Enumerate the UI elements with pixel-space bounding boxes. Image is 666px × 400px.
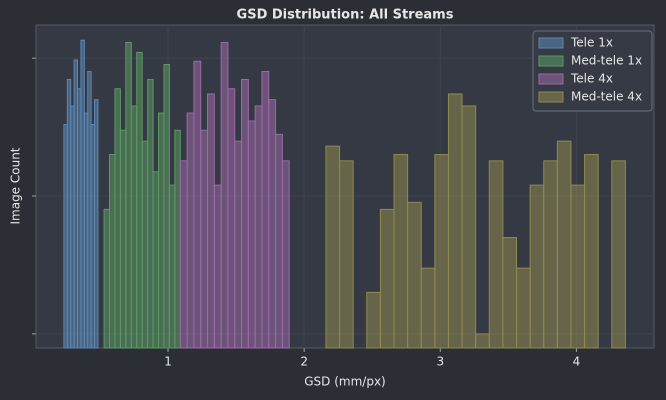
histogram-bar: [125, 41, 132, 349]
histogram-bar: [179, 160, 188, 349]
chart-title: GSD Distribution: All Streams: [237, 8, 454, 23]
legend-box: [532, 30, 653, 112]
histogram-bar: [73, 59, 79, 349]
histogram-bar: [584, 154, 599, 349]
histogram-bar: [366, 291, 381, 349]
histogram-bar: [147, 79, 154, 349]
legend-swatch: [538, 37, 564, 49]
x-tick-label: 4: [573, 355, 581, 369]
histogram-bar: [114, 88, 121, 349]
histogram-bar: [570, 184, 586, 349]
x-tick-label: 2: [300, 355, 308, 369]
histogram-bar: [325, 145, 341, 349]
histogram-bar: [234, 140, 243, 349]
histogram-bar: [193, 60, 202, 349]
histogram-bar: [543, 160, 558, 349]
histogram-bar: [94, 99, 99, 349]
histogram-bar: [379, 208, 395, 349]
histogram-bar: [502, 237, 518, 349]
histogram-bar: [420, 267, 436, 349]
histogram-bar: [268, 99, 277, 349]
histogram-bar: [447, 93, 463, 349]
histogram-bar: [174, 129, 181, 349]
histogram-bar: [529, 184, 545, 349]
histogram-bar: [556, 140, 572, 349]
histogram-bar: [461, 105, 477, 349]
histogram-bar: [227, 88, 236, 349]
legend-swatch: [538, 91, 564, 103]
histogram-bar: [66, 79, 72, 349]
histogram-bar: [200, 129, 209, 349]
legend-label: Med-tele 1x: [571, 54, 642, 68]
histogram-bar: [434, 154, 449, 349]
histogram-bar: [247, 120, 256, 349]
histogram-bar: [109, 154, 116, 349]
legend-swatch: [538, 55, 564, 67]
histogram-bar: [339, 160, 354, 349]
legend-label: Tele 4x: [570, 72, 613, 86]
histogram-bar: [168, 184, 176, 349]
histogram-bar: [77, 88, 82, 349]
histogram-bar: [241, 79, 249, 349]
histogram-bar: [186, 112, 195, 349]
histogram-bar: [90, 124, 96, 349]
histogram-bar: [103, 208, 111, 349]
histogram-bar: [80, 39, 85, 349]
legend-label: Med-tele 4x: [571, 90, 642, 104]
legend-swatch: [538, 73, 564, 85]
x-tick-label: 1: [164, 355, 172, 369]
histogram-bar: [254, 105, 263, 349]
histogram-bar: [261, 71, 270, 349]
histogram-bar: [516, 267, 531, 349]
legend-label: Tele 1x: [570, 36, 613, 50]
histogram-bar: [275, 133, 283, 349]
histogram-bar: [407, 201, 422, 349]
x-axis-label: GSD (mm/px): [304, 375, 385, 389]
histogram-bar: [130, 105, 138, 349]
histogram-bar: [163, 63, 170, 349]
histogram-bar: [136, 51, 143, 349]
histogram-bar: [83, 112, 89, 349]
histogram-bar: [220, 41, 229, 349]
histogram-bar: [213, 184, 222, 349]
histogram-bar: [119, 129, 127, 349]
x-tick-label: 3: [436, 355, 444, 369]
histogram-bar: [158, 112, 165, 349]
y-axis-label: Image Count: [9, 147, 23, 224]
histogram-bar: [488, 160, 504, 349]
histogram-bar: [141, 140, 149, 349]
histogram-bar: [63, 124, 68, 349]
histogram-bar: [281, 160, 290, 349]
histogram-bar: [152, 171, 160, 349]
histogram-bar: [475, 333, 490, 349]
histogram-bar: [207, 93, 215, 349]
histogram-bar: [611, 160, 626, 349]
bars: [63, 39, 626, 349]
histogram-bar: [393, 154, 409, 349]
legend: Tele 1x Med-tele 1x Tele 4x Med-tele 4x: [532, 30, 653, 112]
histogram-bar: [70, 105, 75, 349]
histogram-bar: [87, 71, 92, 349]
